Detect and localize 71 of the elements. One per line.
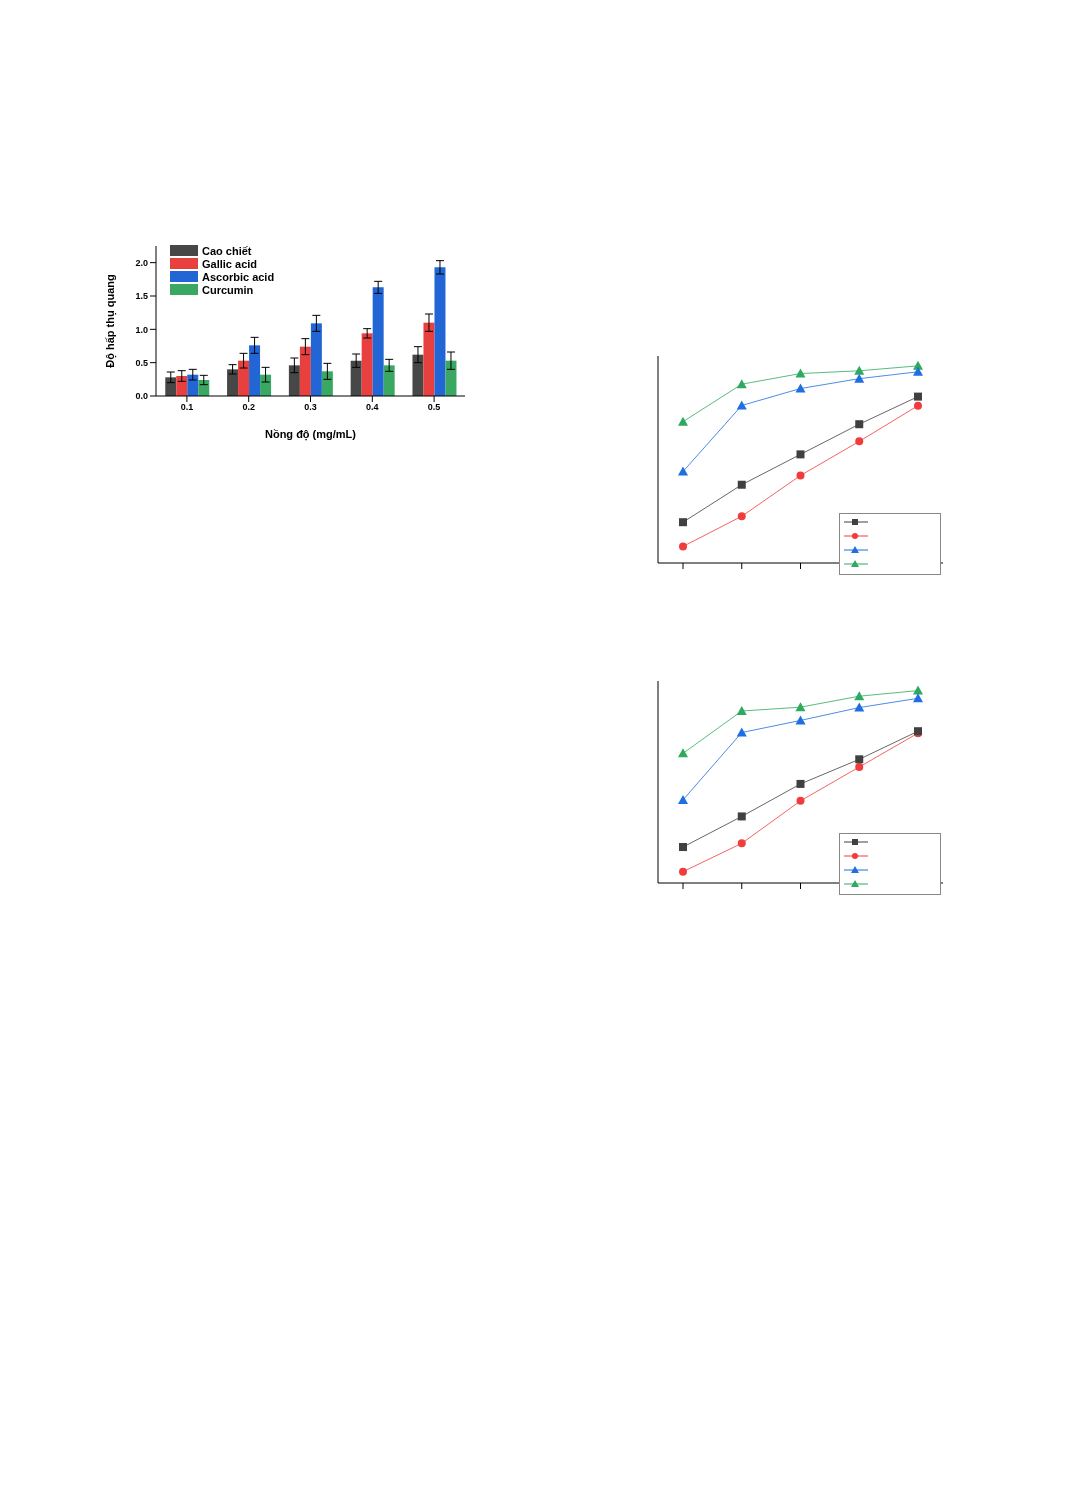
point bbox=[854, 373, 865, 383]
x-tick-label: 0.2 bbox=[242, 402, 255, 413]
point bbox=[796, 779, 805, 788]
y-tick-label: 0.0 bbox=[135, 391, 148, 402]
legend-label: Curcumin bbox=[202, 283, 254, 296]
point bbox=[854, 365, 865, 375]
bar bbox=[176, 376, 188, 396]
bar bbox=[288, 365, 300, 396]
point bbox=[913, 366, 923, 376]
point bbox=[678, 748, 688, 758]
point bbox=[736, 706, 747, 716]
bar bbox=[321, 371, 333, 396]
y-tick-label: 2.0 bbox=[135, 257, 148, 268]
bar bbox=[434, 267, 446, 396]
point bbox=[795, 383, 806, 393]
bar bbox=[310, 323, 322, 396]
point bbox=[736, 379, 747, 389]
bar bbox=[445, 360, 457, 396]
point bbox=[736, 400, 747, 410]
point bbox=[855, 755, 864, 764]
bar bbox=[165, 377, 177, 396]
y-tick-label: 0.5 bbox=[135, 357, 148, 368]
point bbox=[679, 518, 687, 527]
bar bbox=[423, 322, 435, 396]
point bbox=[913, 685, 923, 695]
point bbox=[737, 480, 746, 489]
point bbox=[855, 762, 864, 771]
bar bbox=[361, 333, 373, 396]
point bbox=[795, 715, 806, 725]
point bbox=[854, 702, 865, 712]
point bbox=[737, 839, 746, 848]
bar bbox=[238, 360, 250, 396]
point bbox=[679, 867, 687, 876]
point bbox=[854, 691, 865, 701]
point bbox=[796, 796, 805, 805]
point bbox=[737, 812, 746, 821]
point bbox=[795, 702, 806, 712]
bar bbox=[299, 346, 311, 396]
point bbox=[679, 542, 687, 551]
point bbox=[796, 450, 805, 459]
x-tick-label: 0.1 bbox=[180, 402, 194, 413]
point bbox=[678, 466, 688, 476]
bar bbox=[383, 365, 395, 396]
y-tick-label: 1.0 bbox=[135, 324, 148, 335]
point bbox=[855, 420, 864, 429]
legend-label: Ascorbic acid bbox=[202, 270, 275, 283]
x-tick-label: 0.5 bbox=[427, 402, 441, 413]
bar bbox=[227, 369, 239, 396]
legend-label: Gallic acid bbox=[202, 257, 258, 270]
point bbox=[678, 416, 688, 426]
bar bbox=[372, 287, 384, 396]
legend-label: Cao chiết bbox=[202, 244, 252, 257]
x-axis-title: Nồng độ (mg/mL) bbox=[264, 428, 357, 441]
x-tick-label: 0.3 bbox=[304, 402, 317, 413]
point bbox=[914, 392, 922, 401]
point bbox=[737, 512, 746, 521]
y-axis-title: Độ hấp thụ quang bbox=[103, 274, 117, 368]
bar bbox=[249, 345, 261, 396]
point bbox=[855, 437, 864, 446]
point bbox=[795, 368, 806, 378]
point bbox=[913, 693, 923, 703]
point bbox=[796, 471, 805, 480]
point bbox=[678, 794, 688, 804]
y-tick-label: 1.5 bbox=[135, 291, 148, 302]
x-tick-label: 0.4 bbox=[366, 402, 379, 413]
point bbox=[914, 401, 922, 410]
bar bbox=[350, 360, 362, 396]
bar bbox=[198, 380, 210, 396]
point bbox=[736, 727, 747, 737]
bar bbox=[412, 354, 424, 396]
point bbox=[679, 843, 687, 852]
